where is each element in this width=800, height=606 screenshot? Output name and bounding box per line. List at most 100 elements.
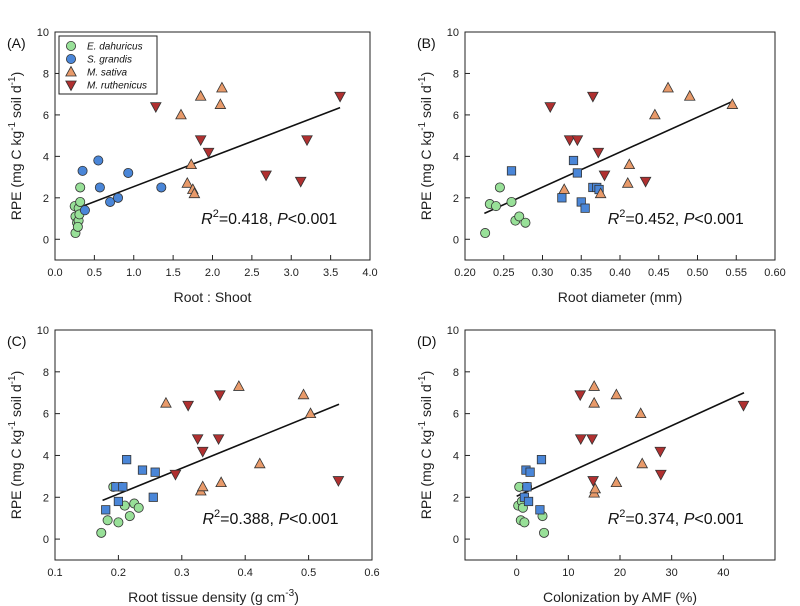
legend-marker	[65, 65, 77, 77]
y-tick-label: 0	[43, 234, 49, 246]
data-point	[194, 135, 207, 147]
data-point	[294, 176, 307, 188]
x-tick-label: 0.35	[571, 267, 592, 279]
data-point	[96, 527, 107, 538]
data-point	[490, 201, 501, 212]
data-point	[506, 196, 517, 207]
data-point	[182, 400, 195, 412]
data-point	[160, 396, 172, 408]
regression-line	[484, 100, 733, 215]
y-tick-label: 6	[43, 409, 49, 421]
legend-marker	[65, 80, 77, 92]
x-tick-label: 0.4	[238, 567, 253, 579]
y-tick-label: 8	[453, 68, 459, 80]
data-point	[148, 492, 158, 502]
x-axis-title: Root tissue density (g cm-3)	[128, 588, 299, 605]
y-tick-label: 10	[447, 325, 459, 337]
y-tick-label: 8	[43, 68, 49, 80]
data-point	[726, 98, 739, 109]
series-s-grandis	[506, 155, 604, 213]
data-point	[113, 496, 123, 507]
x-tick-label: 4.0	[362, 267, 377, 279]
data-point	[181, 176, 194, 188]
data-point	[191, 434, 204, 446]
data-point	[122, 455, 132, 465]
series-m-ruthenicus	[169, 390, 345, 487]
y-tick-label: 0	[453, 234, 459, 246]
data-point	[662, 81, 674, 93]
series-e-dahuricus	[480, 182, 531, 239]
data-point	[123, 167, 134, 178]
data-point	[304, 407, 317, 419]
data-point	[133, 502, 144, 513]
data-point	[232, 380, 245, 391]
data-point	[523, 496, 534, 507]
data-point	[514, 211, 525, 222]
regression-line	[516, 391, 745, 497]
x-tick-label: 0.5	[87, 267, 102, 279]
y-tick-label: 2	[43, 492, 49, 504]
data-point	[588, 396, 601, 408]
plot-frame	[54, 329, 373, 561]
data-point	[737, 400, 750, 412]
y-tick-label: 0	[453, 534, 459, 546]
data-point	[213, 390, 226, 402]
series-s-grandis	[519, 455, 547, 515]
data-point	[334, 91, 346, 103]
data-point	[639, 176, 652, 188]
data-point	[636, 457, 649, 469]
data-point	[623, 158, 636, 170]
data-point	[587, 91, 599, 103]
data-point	[586, 434, 598, 446]
data-point	[214, 98, 227, 109]
series-s-grandis	[101, 455, 160, 515]
panel-label: (A)	[7, 35, 26, 51]
y-tick-label: 4	[43, 151, 49, 163]
data-point	[587, 476, 600, 487]
y-axis-title: RPE (mg C kg-1 soil d-1)	[7, 72, 24, 221]
data-point	[260, 170, 272, 182]
x-tick-label: 0.20	[454, 267, 475, 279]
y-tick-label: 10	[37, 325, 49, 337]
y-tick-label: 4	[43, 450, 49, 462]
y-axis-title: RPE (mg C kg-1 soil d-1)	[417, 371, 434, 520]
x-tick-label: 0	[514, 567, 520, 579]
data-point	[94, 182, 105, 193]
x-tick-label: 30	[666, 567, 678, 579]
data-point	[196, 480, 209, 492]
data-point	[169, 469, 182, 481]
data-point	[72, 221, 83, 232]
series-m-sativa	[175, 81, 228, 199]
data-point	[149, 102, 162, 113]
panel-label: (D)	[417, 333, 436, 349]
data-point	[589, 482, 602, 494]
data-point	[494, 182, 505, 193]
data-point	[253, 457, 266, 469]
series-e-dahuricus	[69, 182, 86, 239]
series-m-ruthenicus	[544, 91, 652, 188]
data-point	[113, 192, 124, 203]
stats-annotation: R2=0.452, P<0.001	[608, 208, 744, 228]
data-point	[175, 108, 187, 120]
x-tick-label: 0.6	[364, 567, 379, 579]
y-tick-label: 10	[37, 27, 49, 39]
legend: E. dahuricus S. grandis M. sativa M. ruthen…	[58, 35, 158, 95]
x-tick-label: 0.30	[532, 267, 553, 279]
x-tick-label: 10	[562, 567, 574, 579]
data-point	[649, 108, 661, 120]
series-s-grandis	[77, 155, 167, 216]
y-tick-label: 2	[453, 492, 459, 504]
y-tick-label: 0	[43, 534, 49, 546]
chart-panel-3: (C) 0.1 0.2 0.3 0.4 0.5 0.6 0 2 4 6 8 10 Root tissue …	[7, 325, 380, 605]
data-point	[610, 476, 623, 488]
data-point	[557, 193, 567, 203]
panel-label: (C)	[7, 333, 26, 349]
x-tick-label: 0.1	[47, 567, 62, 579]
data-point	[118, 482, 128, 492]
data-point	[574, 434, 587, 446]
legend-label: S. grandis	[87, 55, 132, 66]
data-point	[215, 476, 227, 488]
data-point	[506, 166, 517, 176]
data-point	[332, 476, 345, 487]
x-tick-label: 1.0	[126, 267, 141, 279]
